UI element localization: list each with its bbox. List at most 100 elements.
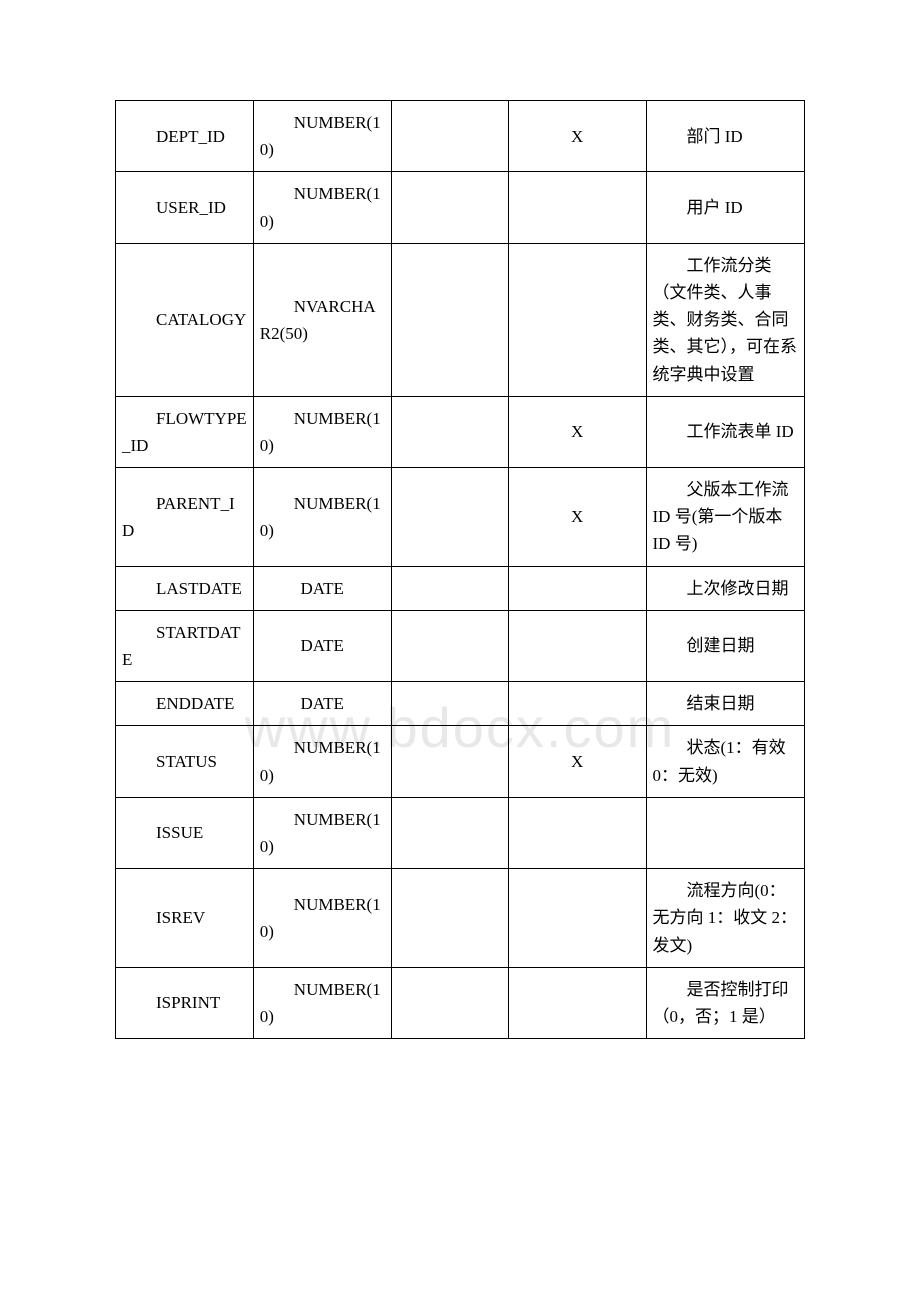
table-row: LASTDATE DATE 上次修改日期 xyxy=(116,566,805,610)
field-name: USER_ID xyxy=(122,194,247,221)
field-description: 用户 ID xyxy=(653,194,798,221)
cell-name: ISSUE xyxy=(116,797,254,868)
cell-flag xyxy=(508,797,646,868)
cell-description: 状态(1：有效 0：无效) xyxy=(646,726,804,797)
field-name: STATUS xyxy=(122,748,247,775)
cell-flag: X xyxy=(508,396,646,467)
cell-blank xyxy=(391,869,508,968)
field-name: DEPT_ID xyxy=(122,123,247,150)
table-container: DEPT_ID NUMBER(10) X 部门 ID USER_ID NUMBE… xyxy=(115,100,805,1039)
field-name: CATALOGY xyxy=(122,306,247,333)
cell-type: NUMBER(10) xyxy=(253,396,391,467)
field-description: 父版本工作流 ID 号(第一个版本 ID 号) xyxy=(653,476,798,558)
cell-description: 是否控制打印（0，否；1 是） xyxy=(646,967,804,1038)
field-type: NUMBER(10) xyxy=(260,891,385,945)
table-body: DEPT_ID NUMBER(10) X 部门 ID USER_ID NUMBE… xyxy=(116,101,805,1039)
field-type: NVARCHAR2(50) xyxy=(260,293,385,347)
field-name: STARTDATE xyxy=(122,619,247,673)
cell-description: 工作流分类（文件类、人事类、财务类、合同类、其它），可在系统字典中设置 xyxy=(646,243,804,396)
table-row: ENDDATE DATE 结束日期 xyxy=(116,682,805,726)
cell-description: 父版本工作流 ID 号(第一个版本 ID 号) xyxy=(646,468,804,567)
cell-flag xyxy=(508,967,646,1038)
field-description: 是否控制打印（0，否；1 是） xyxy=(653,976,798,1030)
cell-name: USER_ID xyxy=(116,172,254,243)
field-description: 结束日期 xyxy=(653,690,798,717)
field-type: NUMBER(10) xyxy=(260,734,385,788)
cell-name: CATALOGY xyxy=(116,243,254,396)
cell-description: 部门 ID xyxy=(646,101,804,172)
field-type: NUMBER(10) xyxy=(260,109,385,163)
cell-type: NUMBER(10) xyxy=(253,468,391,567)
table-row: USER_ID NUMBER(10) 用户 ID xyxy=(116,172,805,243)
cell-type: DATE xyxy=(253,682,391,726)
cell-blank xyxy=(391,797,508,868)
cell-blank xyxy=(391,243,508,396)
cell-description: 工作流表单 ID xyxy=(646,396,804,467)
table-row: ISSUE NUMBER(10) xyxy=(116,797,805,868)
cell-flag: X xyxy=(508,726,646,797)
field-name: FLOWTYPE_ID xyxy=(122,405,247,459)
cell-flag: X xyxy=(508,101,646,172)
cell-description: 用户 ID xyxy=(646,172,804,243)
schema-table: DEPT_ID NUMBER(10) X 部门 ID USER_ID NUMBE… xyxy=(115,100,805,1039)
field-name: ISSUE xyxy=(122,819,247,846)
field-description: 工作流分类（文件类、人事类、财务类、合同类、其它），可在系统字典中设置 xyxy=(653,252,798,388)
field-name: PARENT_ID xyxy=(122,490,247,544)
cell-blank xyxy=(391,172,508,243)
cell-blank xyxy=(391,682,508,726)
cell-flag: X xyxy=(508,468,646,567)
cell-type: NUMBER(10) xyxy=(253,172,391,243)
table-row: DEPT_ID NUMBER(10) X 部门 ID xyxy=(116,101,805,172)
table-row: CATALOGY NVARCHAR2(50) 工作流分类（文件类、人事类、财务类… xyxy=(116,243,805,396)
cell-description xyxy=(646,797,804,868)
cell-name: DEPT_ID xyxy=(116,101,254,172)
cell-blank xyxy=(391,468,508,567)
field-name: ISREV xyxy=(122,904,247,931)
cell-name: STATUS xyxy=(116,726,254,797)
cell-blank xyxy=(391,967,508,1038)
cell-blank xyxy=(391,101,508,172)
cell-blank xyxy=(391,396,508,467)
cell-flag xyxy=(508,610,646,681)
field-type: NUMBER(10) xyxy=(260,180,385,234)
cell-type: DATE xyxy=(253,610,391,681)
cell-description: 创建日期 xyxy=(646,610,804,681)
cell-name: ISREV xyxy=(116,869,254,968)
cell-type: NUMBER(10) xyxy=(253,869,391,968)
field-type: NUMBER(10) xyxy=(260,976,385,1030)
field-description: 上次修改日期 xyxy=(653,575,798,602)
table-row: FLOWTYPE_ID NUMBER(10) X 工作流表单 ID xyxy=(116,396,805,467)
cell-name: FLOWTYPE_ID xyxy=(116,396,254,467)
cell-type: NUMBER(10) xyxy=(253,967,391,1038)
cell-type: NUMBER(10) xyxy=(253,101,391,172)
field-description: 流程方向(0：无方向 1：收文 2：发文) xyxy=(653,877,798,959)
cell-type: NUMBER(10) xyxy=(253,797,391,868)
cell-description: 上次修改日期 xyxy=(646,566,804,610)
field-name: ISPRINT xyxy=(122,989,247,1016)
cell-description: 流程方向(0：无方向 1：收文 2：发文) xyxy=(646,869,804,968)
cell-name: STARTDATE xyxy=(116,610,254,681)
table-row: ISPRINT NUMBER(10) 是否控制打印（0，否；1 是） xyxy=(116,967,805,1038)
cell-flag xyxy=(508,243,646,396)
field-name: LASTDATE xyxy=(122,575,247,602)
cell-blank xyxy=(391,566,508,610)
cell-name: PARENT_ID xyxy=(116,468,254,567)
field-name: ENDDATE xyxy=(122,690,247,717)
field-description: 工作流表单 ID xyxy=(653,418,798,445)
cell-flag xyxy=(508,172,646,243)
cell-type: NVARCHAR2(50) xyxy=(253,243,391,396)
cell-flag xyxy=(508,682,646,726)
cell-description: 结束日期 xyxy=(646,682,804,726)
table-row: ISREV NUMBER(10) 流程方向(0：无方向 1：收文 2：发文) xyxy=(116,869,805,968)
cell-type: NUMBER(10) xyxy=(253,726,391,797)
cell-blank xyxy=(391,610,508,681)
table-row: PARENT_ID NUMBER(10) X 父版本工作流 ID 号(第一个版本… xyxy=(116,468,805,567)
field-type: NUMBER(10) xyxy=(260,405,385,459)
cell-blank xyxy=(391,726,508,797)
field-type: NUMBER(10) xyxy=(260,490,385,544)
field-description: 创建日期 xyxy=(653,632,798,659)
cell-name: LASTDATE xyxy=(116,566,254,610)
cell-type: DATE xyxy=(253,566,391,610)
field-type: NUMBER(10) xyxy=(260,806,385,860)
cell-flag xyxy=(508,869,646,968)
